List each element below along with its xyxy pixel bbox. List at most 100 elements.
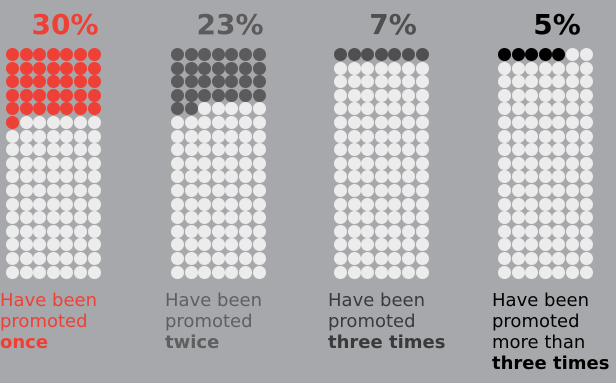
empty-dot <box>211 156 225 170</box>
empty-dot <box>334 170 347 184</box>
empty-dot <box>252 156 266 170</box>
empty-dot <box>552 265 566 279</box>
empty-dot <box>19 143 33 157</box>
caption-line: promoted <box>328 311 416 332</box>
filled-dot <box>171 61 184 75</box>
filled-dot <box>33 75 47 89</box>
filled-dot <box>184 61 198 75</box>
filled-dot <box>19 61 33 75</box>
empty-dot <box>6 184 19 197</box>
filled-dot <box>19 102 33 116</box>
empty-dot <box>19 170 33 184</box>
empty-dot <box>525 211 539 225</box>
empty-dot <box>525 184 539 197</box>
empty-dot <box>252 265 266 279</box>
empty-dot <box>374 129 388 143</box>
empty-dot <box>498 170 511 184</box>
empty-dot <box>361 61 375 75</box>
empty-dot <box>211 170 225 184</box>
empty-dot <box>525 116 539 129</box>
empty-dot <box>239 170 252 184</box>
empty-dot <box>211 184 225 197</box>
empty-dot <box>388 116 402 129</box>
empty-dot <box>374 224 388 238</box>
empty-dot <box>579 156 593 170</box>
filled-dot <box>171 75 184 89</box>
filled-dot <box>225 75 239 89</box>
empty-dot <box>566 88 579 102</box>
caption: Have been promoted three times <box>328 290 458 353</box>
empty-dot <box>374 143 388 157</box>
empty-dot <box>402 129 415 143</box>
empty-dot <box>74 238 87 252</box>
empty-dot <box>19 211 33 225</box>
caption-emphasis: three times <box>492 353 610 374</box>
empty-dot <box>498 75 511 89</box>
empty-dot <box>361 102 375 116</box>
empty-dot <box>361 129 375 143</box>
empty-dot <box>184 129 198 143</box>
empty-dot <box>33 184 47 197</box>
empty-dot <box>334 88 347 102</box>
filled-dot <box>211 48 225 61</box>
empty-dot <box>347 224 361 238</box>
filled-dot <box>33 61 47 75</box>
empty-dot <box>171 156 184 170</box>
empty-dot <box>552 197 566 211</box>
empty-dot <box>402 211 415 225</box>
empty-dot <box>361 116 375 129</box>
empty-dot <box>252 197 266 211</box>
empty-dot <box>388 252 402 265</box>
filled-dot <box>334 48 347 61</box>
empty-dot <box>225 224 239 238</box>
empty-dot <box>538 129 552 143</box>
empty-dot <box>60 211 74 225</box>
empty-dot <box>525 224 539 238</box>
empty-dot <box>579 184 593 197</box>
empty-dot <box>498 197 511 211</box>
empty-dot <box>511 238 525 252</box>
empty-dot <box>511 224 525 238</box>
empty-dot <box>388 211 402 225</box>
filled-dot <box>33 88 47 102</box>
empty-dot <box>525 156 539 170</box>
empty-dot <box>171 116 184 129</box>
empty-dot <box>538 211 552 225</box>
empty-dot <box>334 197 347 211</box>
empty-dot <box>402 224 415 238</box>
empty-dot <box>184 143 198 157</box>
filled-dot <box>74 88 87 102</box>
empty-dot <box>87 197 101 211</box>
empty-dot <box>60 197 74 211</box>
empty-dot <box>511 184 525 197</box>
filled-dot <box>171 88 184 102</box>
percent-label: 23% <box>196 8 264 41</box>
empty-dot <box>198 156 212 170</box>
empty-dot <box>552 238 566 252</box>
empty-dot <box>552 211 566 225</box>
empty-dot <box>525 88 539 102</box>
filled-dot <box>19 48 33 61</box>
empty-dot <box>415 129 429 143</box>
empty-dot <box>87 170 101 184</box>
panel-three-times: 7% Have been promoted three times <box>328 0 458 383</box>
empty-dot <box>211 265 225 279</box>
empty-dot <box>198 224 212 238</box>
filled-dot <box>211 75 225 89</box>
filled-dot <box>60 88 74 102</box>
filled-dot <box>46 102 60 116</box>
empty-dot <box>579 238 593 252</box>
empty-dot <box>171 265 184 279</box>
empty-dot <box>511 88 525 102</box>
empty-dot <box>415 102 429 116</box>
empty-dot <box>198 211 212 225</box>
empty-dot <box>415 224 429 238</box>
empty-dot <box>374 116 388 129</box>
empty-dot <box>525 102 539 116</box>
empty-dot <box>511 129 525 143</box>
empty-dot <box>388 197 402 211</box>
filled-dot <box>402 48 415 61</box>
empty-dot <box>388 61 402 75</box>
empty-dot <box>552 116 566 129</box>
empty-dot <box>525 197 539 211</box>
